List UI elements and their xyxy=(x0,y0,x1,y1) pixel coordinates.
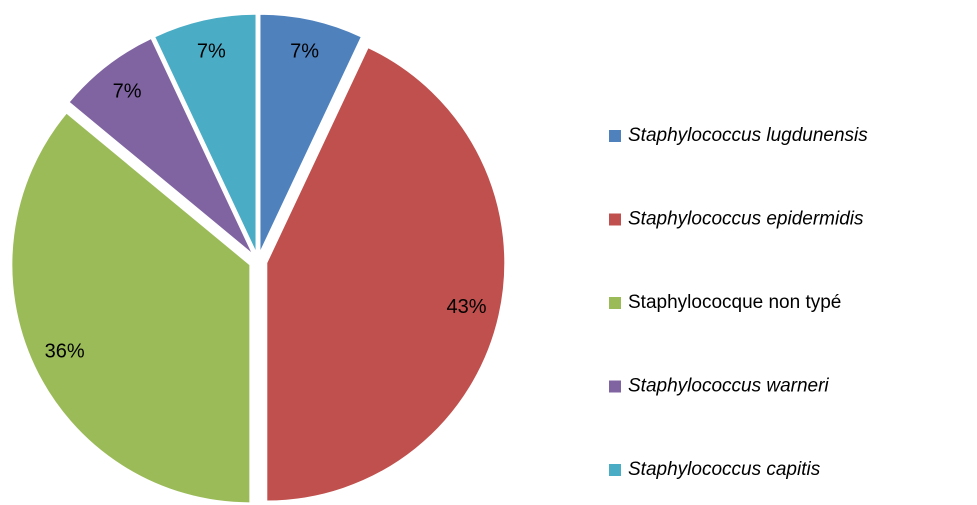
data-label: 43% xyxy=(447,296,487,318)
legend-swatch xyxy=(609,213,621,226)
pie-slice xyxy=(259,13,362,253)
legend-swatch xyxy=(609,130,621,142)
data-label: 7% xyxy=(290,41,319,63)
pie-slice xyxy=(11,112,251,504)
legend-text: Staphylococque non typé xyxy=(628,292,841,313)
data-label: 7% xyxy=(197,41,226,63)
legend-text: Staphylococcus warneri xyxy=(628,376,829,397)
data-label: 36% xyxy=(45,340,85,362)
legend-text: Staphylococcus epidermidis xyxy=(628,209,864,230)
legend-swatch xyxy=(609,464,621,476)
legend-text: Staphylococcus capitis xyxy=(628,459,821,480)
legend-swatch xyxy=(609,380,621,393)
legend-swatch xyxy=(609,297,621,309)
pie-slice xyxy=(266,46,506,502)
legend-text: Staphylococcus lugdunensis xyxy=(628,125,868,146)
data-label: 7% xyxy=(113,80,142,102)
pie-slice xyxy=(68,37,253,255)
pie-slice xyxy=(154,13,257,253)
